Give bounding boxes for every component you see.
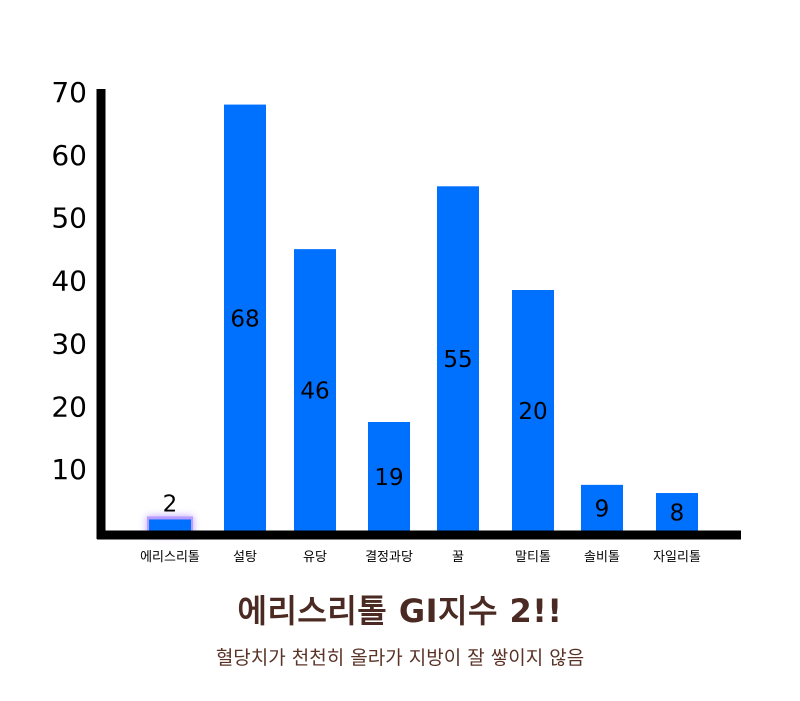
category-label-7: 솔비톨: [584, 550, 620, 565]
data-label-2: 68: [230, 306, 259, 332]
category-label-2: 설탕: [233, 550, 257, 565]
y-tick-label-30: 30: [51, 327, 87, 360]
bar-4: [368, 422, 410, 532]
y-tick-label-10: 10: [51, 453, 87, 486]
data-label-4: 19: [374, 465, 403, 491]
bar-2: [224, 104, 266, 533]
y-tick-label-50: 50: [51, 202, 87, 235]
bar-8: [656, 493, 698, 532]
category-label-1: 에리스리톨: [140, 550, 200, 565]
category-label-8: 자일리톨: [653, 550, 701, 565]
data-label-6: 20: [518, 399, 547, 425]
bar-7: [581, 484, 623, 532]
bar-3: [294, 249, 336, 532]
y-tick-label-60: 60: [51, 139, 87, 172]
data-label-8: 8: [670, 501, 685, 527]
y-tick-label-20: 20: [51, 390, 87, 423]
category-label-4: 결정과당: [365, 550, 413, 565]
data-label-1: 2: [163, 491, 178, 517]
chart-title: 에리스리톨 GI지수 2!!: [237, 592, 563, 630]
bar-6: [512, 290, 554, 532]
chart-subtitle: 혈당치가 천천히 올라가 지방이 잘 쌓이지 않음: [215, 647, 585, 669]
data-label-5: 55: [443, 347, 472, 373]
data-label-7: 9: [595, 496, 610, 522]
bar-5: [437, 186, 479, 533]
category-label-6: 말티톨: [515, 550, 551, 565]
category-label-3: 유당: [303, 550, 327, 565]
y-tick-label-40: 40: [51, 265, 87, 298]
y-tick-label-70: 70: [51, 76, 87, 109]
category-label-5: 꿀: [452, 550, 464, 565]
data-label-3: 46: [300, 379, 329, 405]
bar-1: [149, 519, 191, 532]
